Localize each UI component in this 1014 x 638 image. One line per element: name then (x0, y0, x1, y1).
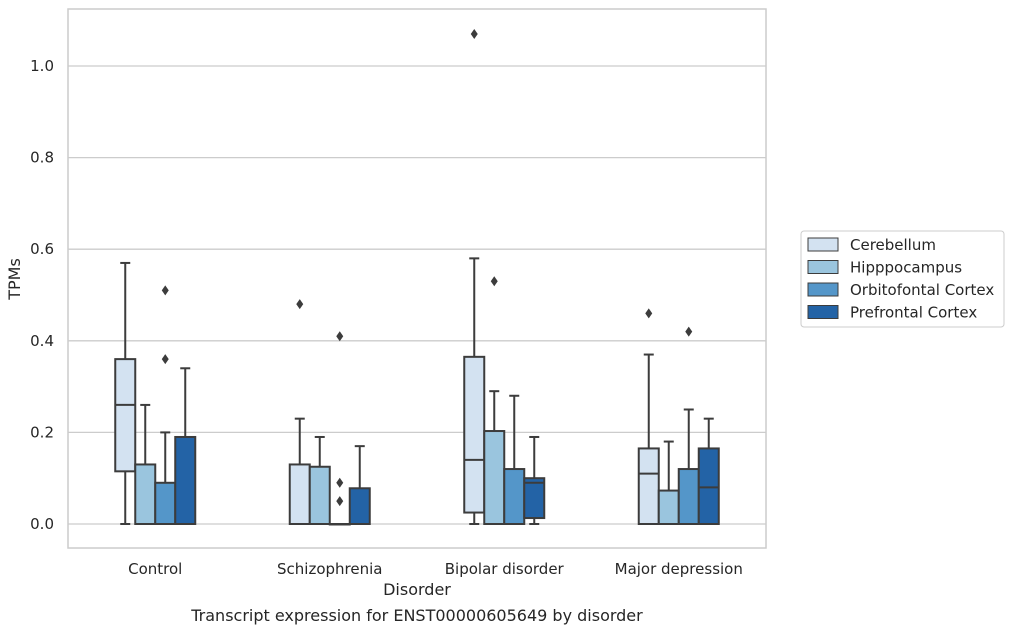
category-group-0 (114, 261, 197, 526)
category-group-2 (463, 28, 546, 526)
legend-swatch (807, 305, 839, 319)
x-tick-label: Control (128, 560, 182, 578)
outlier-point (296, 299, 304, 310)
y-tick-label: 0.6 (30, 240, 54, 258)
outlier-point (161, 285, 169, 296)
box (174, 435, 197, 526)
outlier-point (645, 308, 653, 319)
box (637, 447, 660, 525)
box (463, 355, 486, 514)
legend-swatch (807, 260, 839, 274)
box (134, 463, 157, 525)
x-tick-labels: Control Schizophrenia Bipolar disorder Majo… (128, 560, 743, 578)
legend-swatch (807, 237, 839, 252)
outlier-point (161, 354, 169, 365)
y-tick-label: 0.4 (30, 332, 54, 350)
box (677, 468, 700, 526)
box (288, 463, 311, 525)
y-tick-label: 1.0 (30, 57, 54, 75)
box (114, 358, 137, 473)
y-axis-label: TPMs (5, 258, 24, 301)
outlier-point (490, 276, 498, 287)
legend-label: Prefrontal Cortex (850, 304, 977, 322)
figure-caption: Transcript expression for ENST0000060564… (191, 606, 643, 625)
box (657, 489, 680, 526)
outlier-point (336, 477, 344, 488)
category-group-3 (637, 308, 720, 526)
y-tick-label: 0.0 (30, 515, 54, 533)
legend-label: Hipppocampus (850, 259, 962, 277)
legend-label: Orbitofontal Cortex (850, 281, 994, 299)
x-tick-label: Major depression (615, 560, 743, 578)
box (154, 481, 177, 525)
box (308, 465, 331, 525)
box-groups (114, 28, 720, 526)
legend-swatch (807, 282, 839, 297)
box (483, 430, 506, 525)
outlier-point (685, 326, 693, 337)
plot-area-background (67, 8, 767, 549)
y-tick-label: 0.8 (30, 149, 54, 167)
category-group-1 (288, 299, 371, 526)
outlier-point (336, 496, 344, 507)
outlier-point (470, 28, 478, 39)
x-tick-label: Bipolar disorder (445, 560, 565, 578)
outlier-point (336, 331, 344, 342)
y-tick-label: 0.2 (30, 423, 54, 441)
legend-label: Cerebellum (850, 236, 936, 254)
box (348, 487, 371, 525)
legend-frame (800, 230, 1005, 328)
box (523, 477, 546, 520)
y-tick-labels: 0.0 0.2 0.4 0.6 0.8 1.0 (30, 57, 54, 533)
x-tick-label: Schizophrenia (277, 560, 382, 578)
box (503, 468, 526, 526)
box (697, 447, 720, 525)
legend: Cerebellum Hipppocampus Orbitofontal Corte… (800, 230, 1005, 328)
x-axis-label: Disorder (383, 580, 451, 599)
